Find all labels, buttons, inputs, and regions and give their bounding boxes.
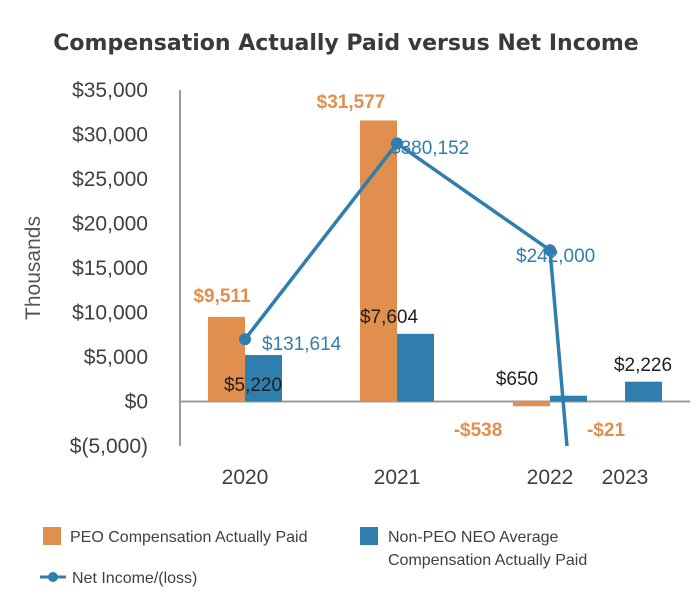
neo-data-label: $650 bbox=[496, 369, 538, 390]
net-income-point bbox=[239, 333, 251, 346]
axes: $35,000 $30,000 $25,000 $20,000 $15,000 $10,0… bbox=[70, 79, 690, 489]
peo-data-label: -$21 bbox=[587, 420, 625, 441]
x-tick-label: 2023 bbox=[602, 466, 649, 489]
chart-title: Compensation Actually Paid versus Net In… bbox=[53, 31, 638, 56]
y-tick-label: $(5,000) bbox=[70, 435, 148, 458]
legend-dot-net-income bbox=[48, 572, 58, 582]
y-tick-label: $25,000 bbox=[72, 168, 148, 191]
y-tick-label: $30,000 bbox=[72, 124, 148, 147]
neo-bar bbox=[397, 333, 434, 402]
net-income-data-label: $380,152 bbox=[390, 138, 469, 159]
peo-bar bbox=[208, 316, 245, 402]
peo-bar bbox=[360, 120, 397, 402]
peo-data-label: $9,511 bbox=[193, 286, 250, 307]
y-tick-label: $5,000 bbox=[84, 346, 148, 369]
peo-data-label: -$538 bbox=[454, 420, 503, 441]
neo-data-label: $7,604 bbox=[360, 307, 419, 328]
legend-label-net-income: Net Income/(loss) bbox=[72, 570, 197, 587]
legend: PEO Compensation Actually Paid Non-PEO NE… bbox=[40, 527, 587, 587]
peo-bar bbox=[588, 401, 625, 403]
neo-bar bbox=[625, 381, 662, 402]
legend-swatch-peo bbox=[43, 527, 61, 545]
neo-data-label: $2,226 bbox=[614, 355, 672, 376]
net-income-line bbox=[239, 137, 569, 447]
bars bbox=[208, 120, 662, 407]
y-tick-label: $0 bbox=[125, 391, 148, 414]
net-income-data-label: $242,000 bbox=[516, 246, 595, 267]
net-income-data-label: $131,614 bbox=[262, 334, 342, 355]
neo-bar bbox=[245, 355, 282, 402]
x-tick-label: 2021 bbox=[374, 466, 421, 489]
x-tick-label: 2020 bbox=[222, 466, 269, 489]
net-income-point bbox=[391, 137, 403, 150]
y-tick-label: $35,000 bbox=[72, 79, 148, 102]
neo-data-label: $5,220 bbox=[224, 375, 282, 396]
peo-bar bbox=[513, 401, 550, 407]
data-labels: $9,511 $31,577 -$538 -$21 $5,220 $7,604 $650 $2… bbox=[193, 92, 672, 441]
peo-data-label: $31,577 bbox=[317, 92, 386, 113]
legend-label-neo-line1: Non-PEO NEO Average bbox=[388, 529, 559, 546]
y-tick-label: $15,000 bbox=[72, 257, 148, 280]
legend-swatch-neo bbox=[360, 527, 378, 545]
neo-bar bbox=[550, 395, 587, 402]
legend-label-peo: PEO Compensation Actually Paid bbox=[70, 529, 307, 546]
y-tick-label: $10,000 bbox=[72, 302, 148, 325]
y-axis-label: Thousands bbox=[22, 216, 45, 320]
net-income-path bbox=[243, 141, 569, 447]
y-tick-label: $20,000 bbox=[72, 213, 148, 236]
legend-label-neo-line2: Compensation Actually Paid bbox=[388, 552, 587, 569]
net-income-point bbox=[544, 244, 556, 257]
x-tick-label: 2022 bbox=[527, 466, 574, 489]
